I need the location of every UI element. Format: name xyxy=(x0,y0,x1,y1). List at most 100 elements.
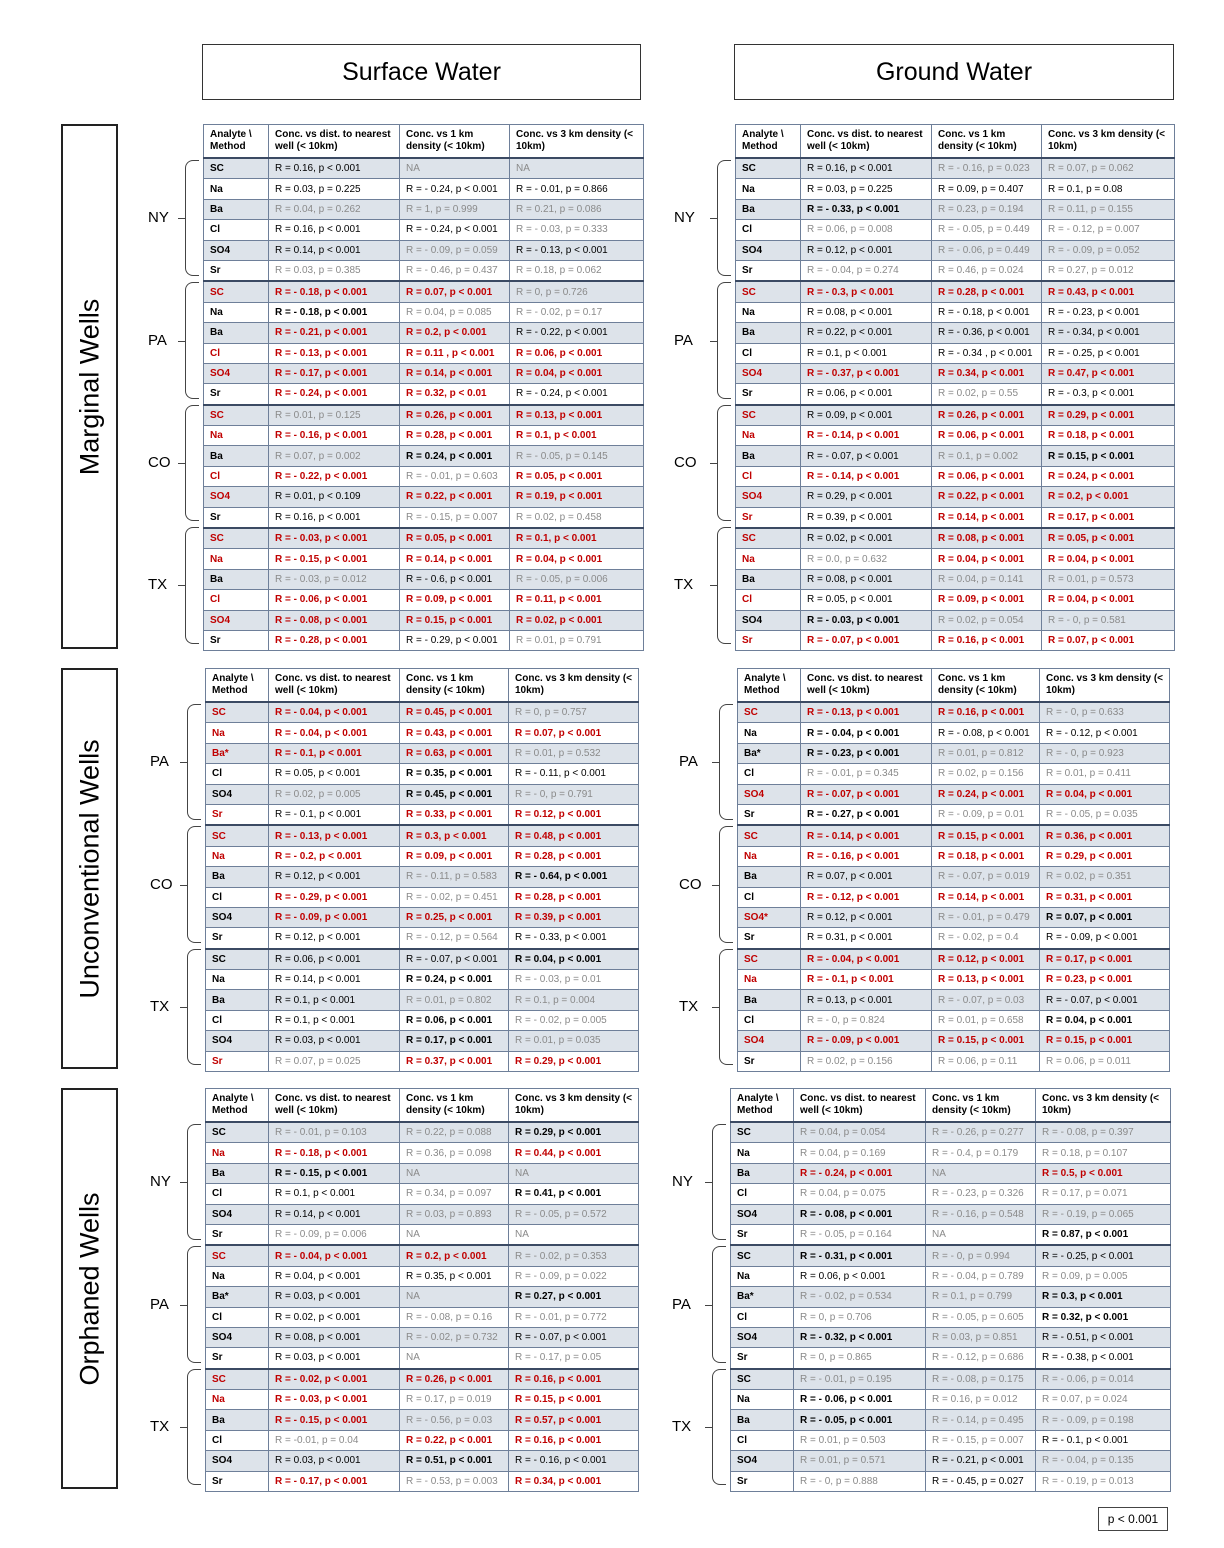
correlation-cell: R = - 0.01, p = 0.195 xyxy=(793,1367,926,1391)
table-row: SC R = - 0.13, p < 0.001 R = 0.16, p < 0.0… xyxy=(737,701,1170,724)
state-bracket xyxy=(187,948,201,1066)
state-label: NY xyxy=(674,209,695,227)
table-row: Ba R = 0.12, p < 0.001 R = - 0.11, p = 0.5… xyxy=(205,866,639,888)
analyte-cell: Sr xyxy=(735,259,801,282)
correlation-cell: R = 0.04, p < 0.001 xyxy=(1039,1009,1170,1032)
table-row: SC R = - 0.03, p < 0.001 R = 0.05, p < 0.0… xyxy=(203,527,644,550)
analyte-cell: Na xyxy=(203,548,269,570)
analyte-cell: Na xyxy=(730,1142,794,1164)
correlation-cell: R = 0.23, p = 0.194 xyxy=(931,198,1042,221)
table-row: SC R = - 0.04, p < 0.001 R = 0.12, p < 0.0… xyxy=(737,947,1170,971)
table-row: Ba R = - 0.33, p < 0.001 R = 0.23, p = 0.1… xyxy=(735,198,1175,221)
correlation-cell: R = 0.12, p < 0.001 xyxy=(931,947,1040,971)
correlation-cell: R = 0.22, p < 0.001 xyxy=(399,1429,509,1452)
table-row: Na R = - 0.16, p < 0.001 R = 0.18, p < 0.0… xyxy=(737,845,1170,868)
state-label: TX xyxy=(674,576,694,594)
correlation-cell: R = 0.15, p < 0.001 xyxy=(1039,1030,1170,1052)
table-row: Cl R = - 0.13, p < 0.001 R = 0.11 , p < 0.… xyxy=(203,342,644,364)
correlation-cell: R = - 0.24, p < 0.001 xyxy=(793,1162,926,1185)
correlation-cell: R = - 0.09, p = 0.006 xyxy=(268,1223,400,1246)
correlation-cell: R = - 0.01, p = 0.603 xyxy=(399,465,510,488)
correlation-cell: R = - 0.28, p < 0.001 xyxy=(268,629,400,652)
correlation-cell: R = - 0, p = 0.824 xyxy=(800,1009,932,1032)
correlation-cell: R = - 0.07, p < 0.001 xyxy=(800,629,932,652)
analyte-cell: Na xyxy=(205,722,269,744)
analyte-cell: Sr xyxy=(203,383,269,406)
analyte-cell: SC xyxy=(205,701,269,724)
correlation-cell: R = - 0.36, p < 0.001 xyxy=(931,322,1042,344)
correlation-cell: R = 0.29, p < 0.001 xyxy=(800,486,932,508)
column-header: Analyte \ Method xyxy=(205,668,269,703)
correlation-cell: R = 0.08, p < 0.001 xyxy=(800,568,932,591)
correlation-cell: R = - 0.18, p < 0.001 xyxy=(268,1142,400,1164)
orphaned-surface-table: Analyte \ Method Conc. vs dist. to neares… xyxy=(205,1088,639,1493)
analyte-cell: Na xyxy=(735,301,801,324)
correlation-cell: R = 0.31, p < 0.001 xyxy=(1039,886,1170,908)
analyte-cell: Na xyxy=(205,969,269,991)
table-row: SC R = 0.04, p = 0.054 R = - 0.26, p = 0.2… xyxy=(730,1121,1171,1144)
correlation-cell: R = - 0.08, p = 0.397 xyxy=(1035,1121,1171,1144)
correlation-cell: R = 0.03, p = 0.385 xyxy=(268,259,400,282)
correlation-cell: R = - 0.15, p < 0.001 xyxy=(268,1409,400,1431)
table-row: Na R = - 0.15, p < 0.001 R = 0.14, p < 0.0… xyxy=(203,548,644,570)
correlation-cell: R = - 0.09, p < 0.001 xyxy=(800,1030,932,1052)
analyte-cell: Na xyxy=(737,722,801,744)
correlation-cell: R = - 0.24, p < 0.001 xyxy=(509,383,644,406)
state-bracket xyxy=(185,160,199,277)
table-row: Na R = 0.03, p = 0.225 R = 0.09, p = 0.407… xyxy=(735,178,1175,200)
correlation-cell: NA xyxy=(399,1223,509,1246)
analyte-cell: SO4 xyxy=(203,239,269,261)
state-bracket xyxy=(719,826,733,943)
correlation-cell: R = 0.3, p < 0.001 xyxy=(1035,1286,1171,1308)
correlation-cell: R = - 0.01, p = 0.772 xyxy=(508,1306,639,1328)
correlation-cell: R = 0.05, p < 0.001 xyxy=(1041,527,1175,550)
correlation-cell: R = 0.19, p < 0.001 xyxy=(509,486,644,508)
correlation-cell: R = 0.03, p < 0.001 xyxy=(268,1347,400,1370)
analyte-cell: SO4 xyxy=(205,906,269,929)
correlation-cell: R = - 0.23, p = 0.326 xyxy=(925,1183,1036,1205)
correlation-cell: R = - 0.46, p = 0.437 xyxy=(399,259,510,282)
correlation-cell: R = 0.09, p = 0.005 xyxy=(1035,1265,1171,1288)
table-row: Na R = - 0.04, p < 0.001 R = 0.43, p < 0.0… xyxy=(205,722,639,744)
table-row: Na R = 0.06, p < 0.001 R = - 0.04, p = 0.7… xyxy=(730,1265,1171,1288)
header-row: Analyte \ Method Conc. vs dist. to neares… xyxy=(205,1088,639,1123)
correlation-cell: R = 0.1, p = 0.799 xyxy=(925,1286,1036,1308)
table-row: Na R = 0.04, p < 0.001 R = 0.35, p < 0.001… xyxy=(205,1265,639,1288)
correlation-cell: R = - 0.38, p < 0.001 xyxy=(1035,1347,1171,1370)
correlation-cell: R = - 0.1, p < 0.001 xyxy=(268,803,400,826)
state-bracket xyxy=(712,1246,726,1363)
correlation-cell: R = - 0.11, p = 0.583 xyxy=(399,866,509,888)
correlation-cell: R = 0.39, p < 0.001 xyxy=(800,506,932,529)
correlation-cell: R = - 0, p = 0.633 xyxy=(1039,701,1170,724)
correlation-cell: R = - 0.09, p < 0.001 xyxy=(1039,927,1170,950)
correlation-cell: R = 0.5, p < 0.001 xyxy=(1035,1162,1171,1185)
analyte-cell: Na xyxy=(737,969,801,991)
correlation-cell: R = 0.06, p < 0.001 xyxy=(931,465,1042,488)
correlation-cell: R = 0.01, p = 0.571 xyxy=(793,1450,926,1472)
analyte-cell: Ba xyxy=(730,1409,794,1431)
correlation-cell: R = - 0.23, p < 0.001 xyxy=(1041,301,1175,324)
correlation-cell: R = 0.04, p = 0.075 xyxy=(793,1183,926,1205)
table-row: Cl R = 0.05, p < 0.001 R = 0.09, p < 0.001… xyxy=(735,589,1175,611)
column-header: Conc. vs 3 km density (< 10km) xyxy=(1039,668,1170,703)
table-row: SO4 R = - 0.32, p < 0.001 R = 0.03, p = 0.… xyxy=(730,1326,1171,1349)
correlation-cell: R = 0.13, p < 0.001 xyxy=(509,403,644,427)
correlation-cell: R = 0.02, p = 0.351 xyxy=(1039,866,1170,888)
correlation-cell: R = - 0.05, p = 0.605 xyxy=(925,1306,1036,1328)
table-row: Sr R = - 0, p = 0.888 R = - 0.45, p = 0.02… xyxy=(730,1470,1171,1493)
column-header: Conc. vs 1 km density (< 10km) xyxy=(931,668,1040,703)
table-row: Sr R = 0.31, p < 0.001 R = - 0.02, p = 0.4… xyxy=(737,927,1170,950)
correlation-cell: R = - 0.08, p < 0.001 xyxy=(931,722,1040,744)
correlation-cell: R = - 0.08, p < 0.001 xyxy=(268,609,400,631)
correlation-cell: R = 0.04, p < 0.001 xyxy=(508,947,639,971)
correlation-cell: R = 0.09, p = 0.407 xyxy=(931,178,1042,200)
correlation-cell: NA xyxy=(509,157,644,180)
correlation-cell: NA xyxy=(925,1223,1036,1246)
analyte-cell: Cl xyxy=(737,1009,801,1032)
correlation-cell: R = 0.16, p < 0.001 xyxy=(268,506,400,529)
state-label: NY xyxy=(148,209,169,227)
analyte-cell: SC xyxy=(735,157,801,180)
analyte-cell: SO4 xyxy=(730,1203,794,1225)
correlation-cell: R = 0.17, p = 0.071 xyxy=(1035,1183,1171,1205)
correlation-cell: R = 0.31, p < 0.001 xyxy=(800,927,932,950)
